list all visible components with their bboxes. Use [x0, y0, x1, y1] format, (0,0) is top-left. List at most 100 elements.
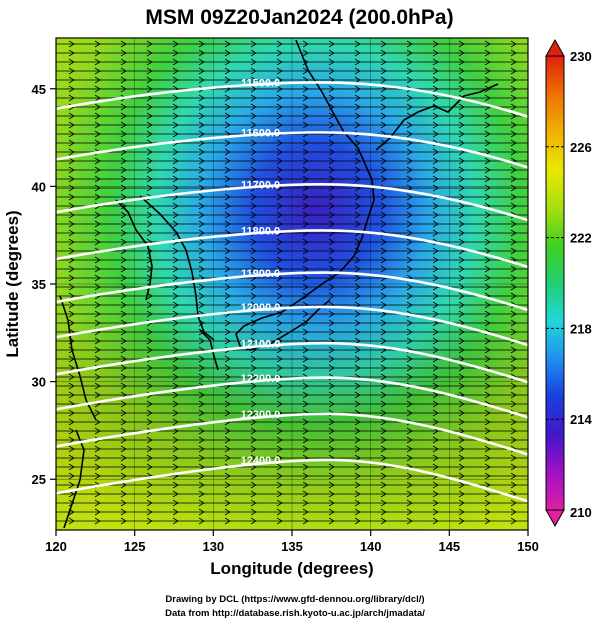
- wind-arrow: [276, 382, 283, 390]
- wind-arrow: [120, 256, 127, 264]
- wind-arrow: [120, 166, 127, 174]
- wind-arrow: [406, 40, 413, 48]
- wind-arrow: [94, 220, 101, 228]
- wind-arrow: [510, 112, 517, 120]
- wind-arrow: [432, 301, 439, 309]
- wind-arrow: [172, 454, 179, 462]
- contour-line: [56, 305, 528, 347]
- wind-arrow: [146, 166, 153, 174]
- wind-arrow: [354, 103, 361, 111]
- wind-arrow: [354, 220, 361, 228]
- wind-arrow: [94, 229, 101, 237]
- wind-arrow: [432, 445, 439, 453]
- wind-arrow: [432, 373, 439, 381]
- wind-arrow: [302, 517, 309, 525]
- wind-arrow: [198, 121, 205, 129]
- wind-arrow: [198, 364, 205, 372]
- wind-arrow: [68, 184, 75, 192]
- wind-arrow: [354, 67, 361, 75]
- wind-arrow: [302, 211, 309, 219]
- wind-arrow: [380, 40, 387, 48]
- wind-arrow: [250, 265, 257, 273]
- wind-arrow: [432, 292, 439, 300]
- wind-arrow: [510, 76, 517, 84]
- wind-arrow: [172, 427, 179, 435]
- wind-arrow: [224, 301, 231, 309]
- wind-arrow: [328, 328, 335, 336]
- wind-arrow: [354, 400, 361, 408]
- wind-arrow: [224, 292, 231, 300]
- wind-arrow: [198, 355, 205, 363]
- wind-arrow: [406, 247, 413, 255]
- wind-arrow: [146, 490, 153, 498]
- wind-arrow: [380, 499, 387, 507]
- wind-arrow: [276, 121, 283, 129]
- wind-arrow: [380, 220, 387, 228]
- wind-arrow: [250, 67, 257, 75]
- wind-arrow: [458, 211, 465, 219]
- y-tick-label: 45: [32, 82, 46, 97]
- wind-arrow: [458, 346, 465, 354]
- wind-arrow: [302, 220, 309, 228]
- wind-arrow: [94, 382, 101, 390]
- wind-arrow: [510, 238, 517, 246]
- wind-arrow: [406, 427, 413, 435]
- wind-arrow: [406, 193, 413, 201]
- wind-arrow: [380, 373, 387, 381]
- wind-arrow: [276, 364, 283, 372]
- wind-arrow: [224, 445, 231, 453]
- wind-arrow: [406, 337, 413, 345]
- wind-arrow: [484, 391, 491, 399]
- wind-arrow: [458, 373, 465, 381]
- wind-arrow: [510, 220, 517, 228]
- wind-arrow: [458, 256, 465, 264]
- wind-arrow: [172, 220, 179, 228]
- wind-arrow: [510, 49, 517, 57]
- wind-arrow: [432, 481, 439, 489]
- wind-arrow: [302, 265, 309, 273]
- wind-arrow: [250, 103, 257, 111]
- wind-arrow: [302, 202, 309, 210]
- wind-arrow: [198, 58, 205, 66]
- wind-arrow: [276, 319, 283, 327]
- wind-arrow: [380, 265, 387, 273]
- wind-arrow: [328, 58, 335, 66]
- wind-arrow: [120, 418, 127, 426]
- wind-arrow: [354, 49, 361, 57]
- wind-arrow: [120, 436, 127, 444]
- wind-arrow: [120, 211, 127, 219]
- wind-arrow: [328, 319, 335, 327]
- wind-arrow: [198, 67, 205, 75]
- wind-arrow: [172, 382, 179, 390]
- wind-arrow: [302, 328, 309, 336]
- wind-arrow: [224, 202, 231, 210]
- wind-arrow: [484, 148, 491, 156]
- wind-arrow: [354, 40, 361, 48]
- plot-area: 11500.0 11600.0 11700.0 11800.0 11900.0 12000…: [56, 38, 528, 530]
- wind-arrow: [328, 508, 335, 516]
- wind-arrow: [510, 148, 517, 156]
- wind-arrow: [432, 328, 439, 336]
- wind-arrow: [510, 247, 517, 255]
- wind-arrow: [302, 346, 309, 354]
- wind-arrow: [120, 130, 127, 138]
- wind-arrow: [146, 436, 153, 444]
- wind-arrow: [250, 202, 257, 210]
- wind-arrow: [328, 418, 335, 426]
- wind-arrow: [94, 94, 101, 102]
- wind-arrow: [198, 193, 205, 201]
- wind-arrow: [250, 409, 257, 417]
- wind-arrow: [302, 274, 309, 282]
- wind-arrow: [328, 463, 335, 471]
- wind-arrow: [276, 112, 283, 120]
- wind-arrow: [172, 157, 179, 165]
- wind-arrow: [458, 139, 465, 147]
- wind-arrow: [120, 265, 127, 273]
- wind-arrow: [484, 310, 491, 318]
- wind-arrow: [172, 256, 179, 264]
- wind-arrow: [172, 508, 179, 516]
- wind-arrow: [94, 418, 101, 426]
- wind-arrow: [354, 490, 361, 498]
- wind-arrow: [198, 409, 205, 417]
- wind-arrow: [302, 355, 309, 363]
